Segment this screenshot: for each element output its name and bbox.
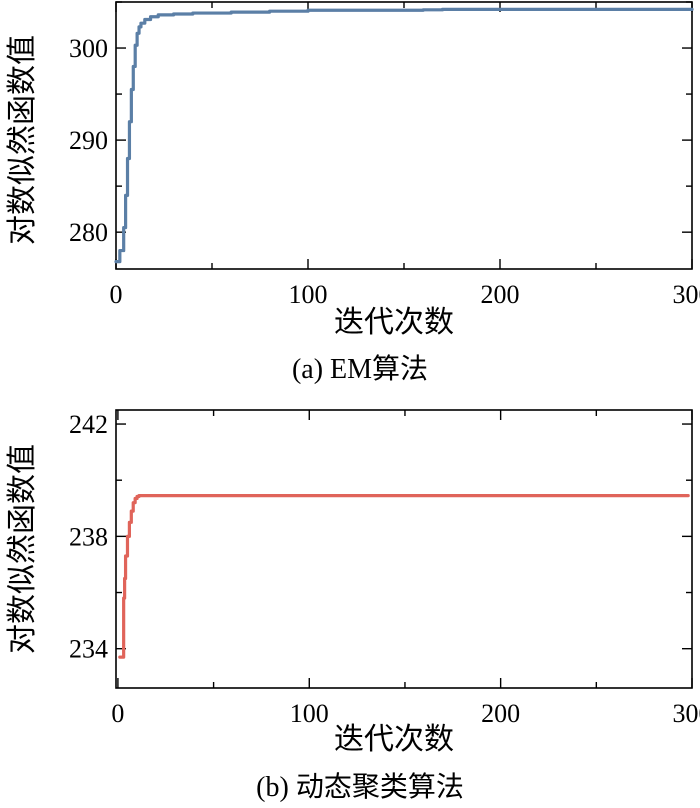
plot-frame xyxy=(115,409,693,689)
x-tick-label: 300 xyxy=(673,699,700,728)
y-tick-label: 290 xyxy=(69,126,108,155)
x-tick-label: 200 xyxy=(481,699,520,728)
y-tick-label: 238 xyxy=(69,522,108,551)
y-tick-label: 234 xyxy=(69,635,108,664)
panel-caption: (a) EM算法 xyxy=(292,353,428,385)
x-tick-label: 0 xyxy=(111,699,124,728)
x-tick-label: 0 xyxy=(110,280,123,309)
panel-caption: (b) 动态聚类算法 xyxy=(256,771,464,803)
y-tick-label: 300 xyxy=(69,34,108,63)
x-tick-label: 300 xyxy=(673,280,700,309)
y-tick-label: 280 xyxy=(69,218,108,247)
series-line xyxy=(118,494,690,659)
x-tick-label: 100 xyxy=(290,699,329,728)
y-tick-label: 242 xyxy=(69,410,108,439)
y-axis-label: 对数似然函数值 xyxy=(6,35,39,245)
x-axis-label: 迭代次数 xyxy=(334,723,454,756)
plot-frame xyxy=(115,1,693,270)
x-tick-label: 100 xyxy=(289,280,328,309)
series-line xyxy=(114,7,694,264)
y-axis-label: 对数似然函数值 xyxy=(6,444,39,654)
x-tick-label: 200 xyxy=(481,280,520,309)
x-axis-label: 迭代次数 xyxy=(334,306,454,339)
